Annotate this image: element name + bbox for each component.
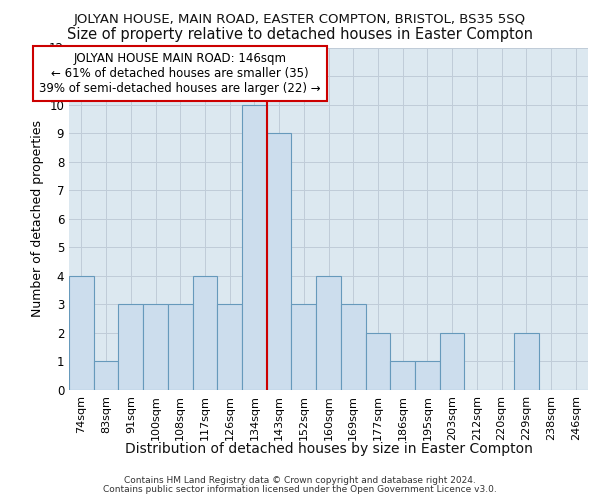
Bar: [316, 276, 341, 390]
Bar: [118, 304, 143, 390]
Bar: [415, 362, 440, 390]
Bar: [514, 333, 539, 390]
Bar: [193, 276, 217, 390]
Bar: [292, 304, 316, 390]
Bar: [242, 104, 267, 390]
Bar: [143, 304, 168, 390]
Text: Contains HM Land Registry data © Crown copyright and database right 2024.: Contains HM Land Registry data © Crown c…: [124, 476, 476, 485]
Bar: [168, 304, 193, 390]
Bar: [365, 333, 390, 390]
Text: JOLYAN HOUSE MAIN ROAD: 146sqm
← 61% of detached houses are smaller (35)
39% of : JOLYAN HOUSE MAIN ROAD: 146sqm ← 61% of …: [40, 52, 321, 95]
Bar: [69, 276, 94, 390]
Text: Size of property relative to detached houses in Easter Compton: Size of property relative to detached ho…: [67, 28, 533, 42]
Text: Contains public sector information licensed under the Open Government Licence v3: Contains public sector information licen…: [103, 485, 497, 494]
Text: Distribution of detached houses by size in Easter Compton: Distribution of detached houses by size …: [125, 442, 533, 456]
Bar: [217, 304, 242, 390]
Bar: [440, 333, 464, 390]
Text: JOLYAN HOUSE, MAIN ROAD, EASTER COMPTON, BRISTOL, BS35 5SQ: JOLYAN HOUSE, MAIN ROAD, EASTER COMPTON,…: [74, 12, 526, 26]
Y-axis label: Number of detached properties: Number of detached properties: [31, 120, 44, 318]
Bar: [390, 362, 415, 390]
Bar: [267, 133, 292, 390]
Bar: [94, 362, 118, 390]
Bar: [341, 304, 365, 390]
